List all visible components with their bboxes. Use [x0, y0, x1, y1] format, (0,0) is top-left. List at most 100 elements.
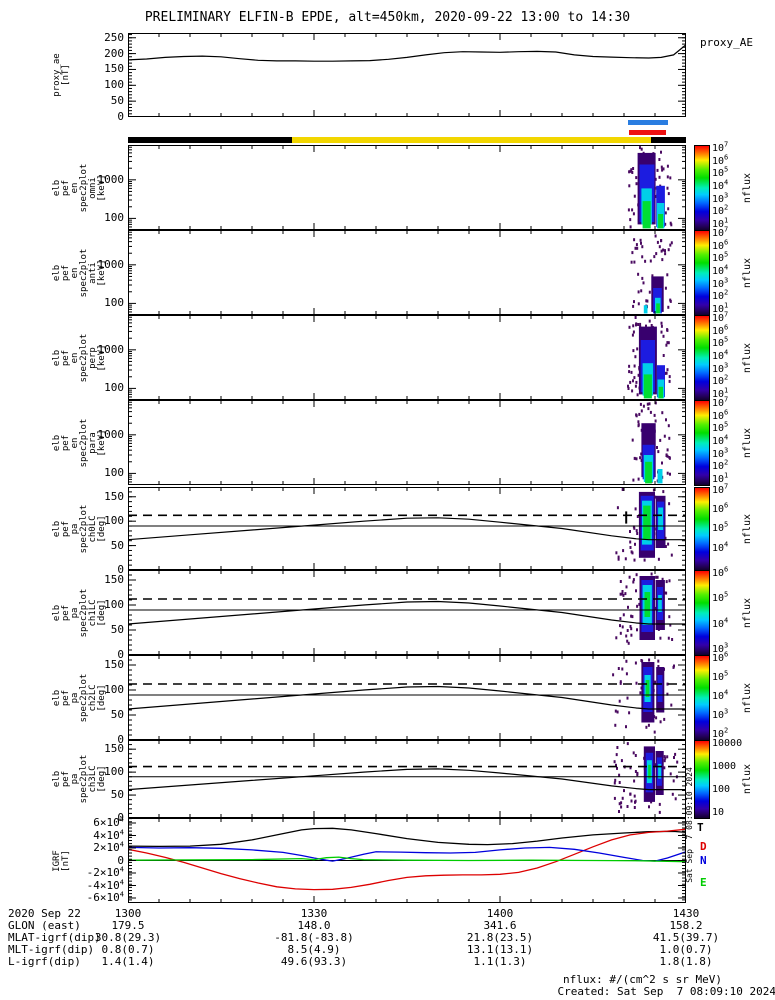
colorbar-label: 106 — [712, 153, 729, 167]
colorbar — [694, 230, 710, 316]
ephemeris-value-mlt: 13.1(13.1) — [466, 943, 534, 956]
y-tick-label: 50 — [110, 94, 124, 108]
colorbar-label: 105 — [712, 251, 729, 265]
y-tick-label: 100 — [104, 211, 124, 225]
colorbar-label: 102 — [712, 204, 729, 218]
bottom-row-header: MLAT-igrf(dip) — [8, 931, 101, 944]
colorbar — [694, 487, 710, 571]
y-tick-label: 50 — [110, 708, 124, 721]
y-tick-label: 100 — [104, 765, 124, 779]
page-title: PRELIMINARY ELFIN-B EPDE, alt=450km, 202… — [144, 10, 631, 25]
colorbar — [694, 145, 710, 231]
colorbar-label: 107 — [712, 225, 729, 239]
ephemeris-value-mlt: 0.8(0.7) — [101, 943, 155, 956]
legend-item-D: D — [700, 840, 707, 853]
bottom-column-1300: 1300 179.5 30.8(29.3) 0.8(0.7) 1.4(1.4) — [48, 908, 208, 968]
colorbar-label: 105 — [712, 591, 729, 605]
legend-item-N: N — [700, 854, 707, 867]
ephemeris-value-glon: 179.5 — [111, 919, 145, 932]
y-tick-label: 150 — [104, 62, 124, 76]
epoch-bar-segment — [128, 137, 292, 143]
y-tick-label: 150 — [104, 573, 124, 586]
ephemeris-value-mlat: 41.5(39.7) — [652, 931, 720, 944]
colorbar-title: nflux — [742, 172, 753, 203]
colorbar-title: nflux — [742, 427, 753, 458]
colorbar-label: 103 — [712, 641, 729, 655]
y-tick-label: 100 — [104, 78, 124, 92]
colorbar-title: nflux — [742, 513, 753, 544]
colorbar-label: 107 — [712, 482, 729, 496]
data-line — [128, 44, 686, 62]
colorbar-label: 103 — [712, 361, 729, 375]
colorbar-label: 104 — [712, 540, 729, 554]
y-tick-label: 0 — [117, 110, 124, 123]
created-timestamp: Created: Sat Sep 7 08:09:10 2024 — [557, 985, 775, 998]
blue-bar — [628, 120, 668, 125]
panel-ylabel: proxy_ae [nT] — [52, 53, 71, 97]
colorbar-label: 103 — [712, 707, 729, 721]
colorbar-label: 103 — [712, 446, 729, 460]
side-timestamp: Sat Sep 7 08:09:10 2024 — [685, 767, 694, 883]
epoch-bar-segment — [292, 137, 651, 143]
colorbar-label: 103 — [712, 191, 729, 205]
y-tick-label: 100 — [104, 466, 124, 480]
colorbar — [694, 315, 710, 401]
colorbar-label: 106 — [712, 323, 729, 337]
colorbar-label: 106 — [712, 408, 729, 422]
colorbar-title: nflux — [742, 763, 753, 795]
ephemeris-value-time: 1400 — [486, 907, 514, 920]
colorbar-label: 102 — [712, 459, 729, 473]
panel-elb-pef-pa-spec2plot-ch1LC — [128, 570, 686, 655]
bottom-row-header: GLON (east) — [8, 919, 81, 932]
colorbar-label: 105 — [712, 166, 729, 180]
colorbar-label: 104 — [712, 688, 729, 702]
bottom-column-1430: 1430 158.2 41.5(39.7) 1.0(0.7) 1.8(1.8) — [606, 908, 766, 968]
colorbar — [694, 570, 710, 656]
colorbar-title: nflux — [742, 342, 753, 373]
panel-elb-pef-pa-spec2plot-ch3LC — [128, 740, 686, 818]
colorbar-label: 106 — [712, 650, 729, 664]
y-tick-label: 150 — [104, 658, 124, 671]
y-tick-label: 150 — [104, 489, 124, 503]
colorbar-label: 106 — [712, 501, 729, 516]
y-tick-label: 2×104 — [93, 840, 124, 854]
panel-elb-pef-pa-spec2plot-ch0LC — [128, 487, 686, 570]
colorbar-label: 104 — [712, 263, 729, 277]
colorbar-label: 102 — [712, 289, 729, 303]
y-tick-label: 50 — [110, 788, 124, 802]
panel-elb-pef-en-spec2plot-omni — [128, 145, 686, 230]
red-bar — [629, 130, 666, 135]
colorbar-label: 105 — [712, 336, 729, 350]
colorbar-label: 105 — [712, 521, 729, 535]
ephemeris-value-glon: 148.0 — [297, 919, 331, 932]
colorbar-title: nflux — [742, 257, 753, 288]
ephemeris-value-l: 1.4(1.4) — [101, 955, 155, 968]
colorbar-label: 10000 — [712, 738, 743, 749]
nflux-units-label: nflux: #/(cm^2 s sr MeV) — [563, 973, 722, 986]
panel-ylabel: IGRF [nT] — [52, 849, 71, 872]
ephemeris-value-mlt: 8.5(4.9) — [287, 943, 341, 956]
y-tick-label: 250 — [104, 30, 124, 44]
ephemeris-value-l: 49.6(93.3) — [280, 955, 348, 968]
y-tick-label: 6×104 — [93, 815, 124, 829]
colorbar-label: 102 — [712, 726, 729, 740]
colorbar-label: 107 — [712, 310, 729, 324]
y-tick-label: -6×104 — [86, 890, 124, 904]
ephemeris-value-time: 1330 — [300, 907, 328, 920]
colorbar-label: 101 — [712, 216, 729, 230]
ephemeris-value-mlat: 30.8(29.3) — [94, 931, 162, 944]
y-tick-label: 0 — [117, 853, 124, 867]
y-tick-label: 50 — [110, 538, 124, 552]
colorbar-label: 10 — [712, 807, 725, 818]
data-line — [128, 600, 686, 625]
y-tick-label: 100 — [104, 296, 124, 310]
colorbar — [694, 655, 710, 741]
colorbar-label: 105 — [712, 421, 729, 435]
y-tick-label: 100 — [104, 683, 124, 696]
legend-item-T: T — [697, 821, 704, 834]
colorbar-label: 104 — [712, 348, 729, 362]
data-line — [128, 828, 686, 891]
panel-elb-pef-en-spec2plot-para — [128, 400, 686, 485]
colorbar-title: nflux — [742, 682, 753, 713]
